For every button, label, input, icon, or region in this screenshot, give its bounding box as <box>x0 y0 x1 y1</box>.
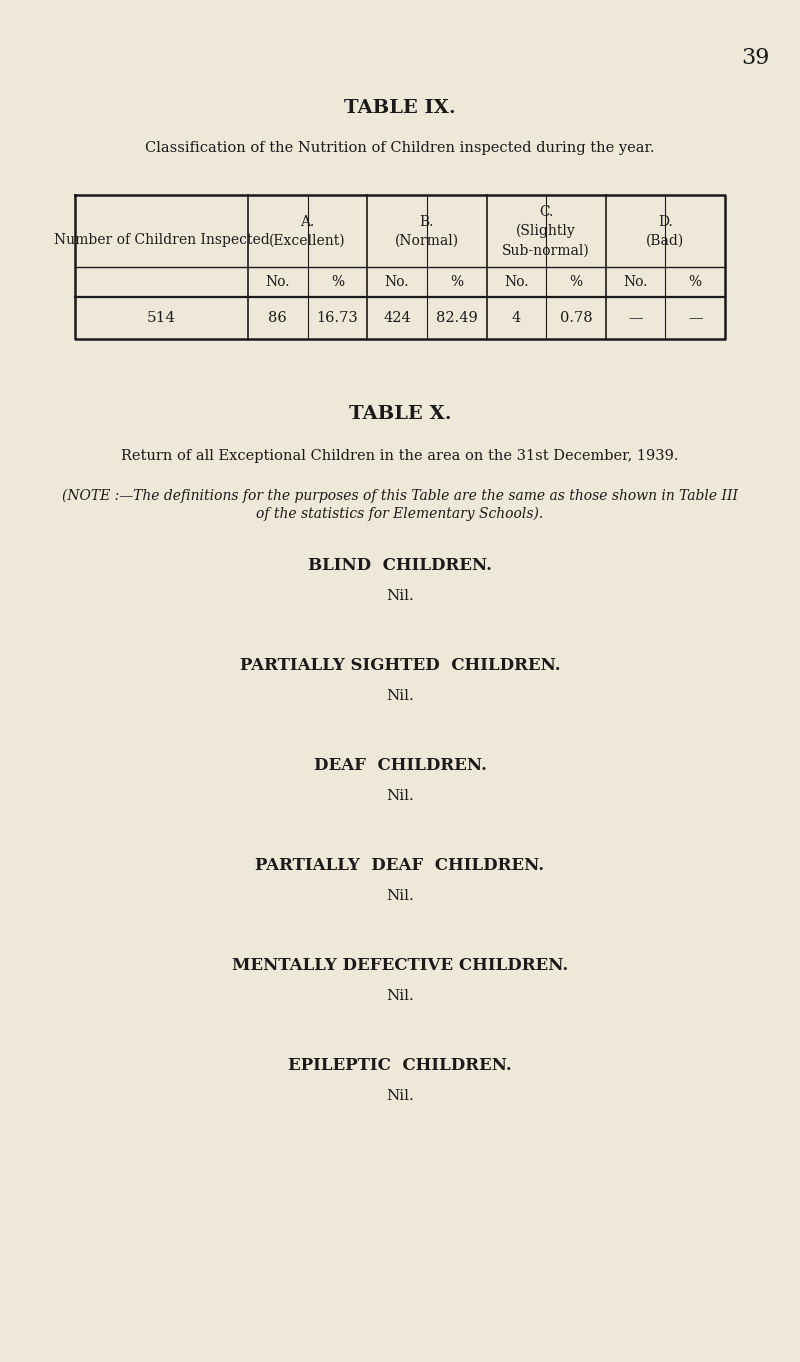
Text: BLIND  CHILDREN.: BLIND CHILDREN. <box>308 557 492 575</box>
Text: Nil.: Nil. <box>386 789 414 804</box>
Text: Nil.: Nil. <box>386 689 414 703</box>
Text: TABLE IX.: TABLE IX. <box>344 99 456 117</box>
Text: —: — <box>628 311 643 326</box>
Text: TABLE X.: TABLE X. <box>349 405 451 424</box>
Text: MENTALLY DEFECTIVE CHILDREN.: MENTALLY DEFECTIVE CHILDREN. <box>232 957 568 974</box>
Text: 0.78: 0.78 <box>560 311 592 326</box>
Text: %: % <box>331 275 344 289</box>
Text: (NOTE :—The definitions for the purposes of this Table are the same as those sho: (NOTE :—The definitions for the purposes… <box>62 489 738 503</box>
Text: 86: 86 <box>269 311 287 326</box>
Text: C.
(Slightly
Sub-normal): C. (Slightly Sub-normal) <box>502 204 590 257</box>
Text: Nil.: Nil. <box>386 889 414 903</box>
Text: PARTIALLY  DEAF  CHILDREN.: PARTIALLY DEAF CHILDREN. <box>255 858 545 874</box>
Text: DEAF  CHILDREN.: DEAF CHILDREN. <box>314 757 486 775</box>
Text: Nil.: Nil. <box>386 588 414 603</box>
Text: Nil.: Nil. <box>386 1090 414 1103</box>
Text: Classification of the Nutrition of Children inspected during the year.: Classification of the Nutrition of Child… <box>146 142 654 155</box>
Text: %: % <box>570 275 582 289</box>
Text: 424: 424 <box>383 311 411 326</box>
Text: No.: No. <box>385 275 410 289</box>
Text: 82.49: 82.49 <box>436 311 478 326</box>
Text: %: % <box>450 275 463 289</box>
Text: —: — <box>688 311 702 326</box>
Text: A.
(Excellent): A. (Excellent) <box>270 215 346 248</box>
Text: No.: No. <box>504 275 529 289</box>
Text: No.: No. <box>623 275 648 289</box>
Text: PARTIALLY SIGHTED  CHILDREN.: PARTIALLY SIGHTED CHILDREN. <box>240 658 560 674</box>
Text: Number of Children Inspected: Number of Children Inspected <box>54 233 270 247</box>
Text: No.: No. <box>266 275 290 289</box>
Text: B.
(Normal): B. (Normal) <box>395 215 459 248</box>
Text: 4: 4 <box>512 311 521 326</box>
Text: of the statistics for Elementary Schools).: of the statistics for Elementary Schools… <box>256 507 544 522</box>
Text: EPILEPTIC  CHILDREN.: EPILEPTIC CHILDREN. <box>288 1057 512 1075</box>
Text: %: % <box>689 275 702 289</box>
Text: 39: 39 <box>741 48 769 69</box>
Text: Return of all Exceptional Children in the area on the 31st December, 1939.: Return of all Exceptional Children in th… <box>122 449 678 463</box>
Text: 16.73: 16.73 <box>317 311 358 326</box>
Text: Nil.: Nil. <box>386 989 414 1002</box>
Text: 514: 514 <box>147 311 176 326</box>
Text: D.
(Bad): D. (Bad) <box>646 215 685 248</box>
